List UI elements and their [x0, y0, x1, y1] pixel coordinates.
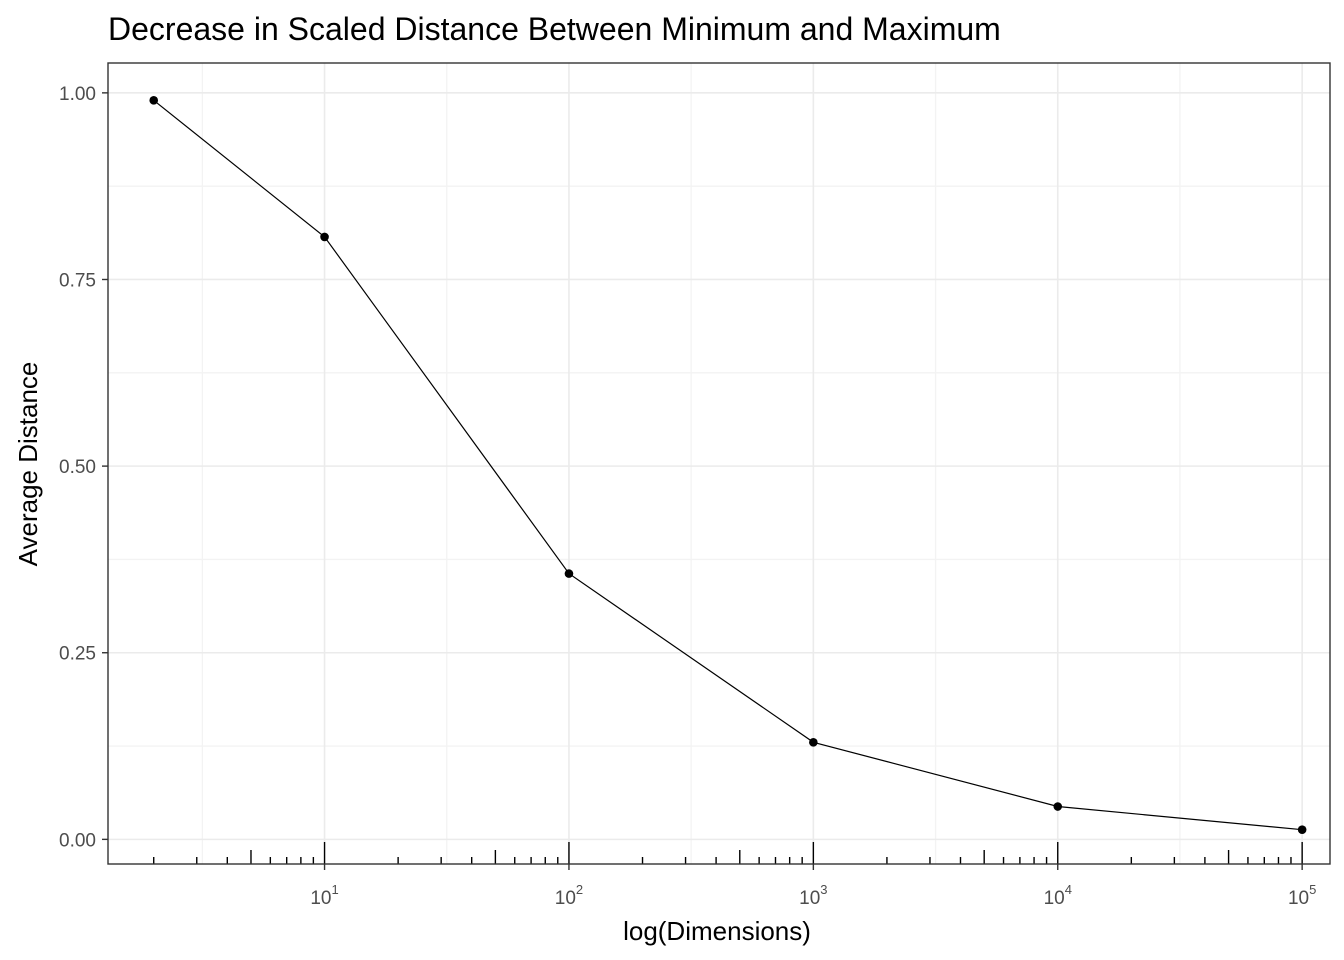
panel-border [107, 62, 1331, 865]
data-point [1297, 825, 1307, 834]
x-tick-label: 103 [799, 882, 827, 909]
data-point [564, 569, 574, 578]
x-tick-label: 105 [1288, 882, 1316, 909]
x-axis-title: log(Dimensions) [623, 916, 811, 946]
data-point [149, 96, 159, 105]
x-tick-exponent: 4 [1065, 882, 1072, 897]
x-tick-exponent: 2 [576, 882, 583, 897]
data-point [320, 232, 329, 242]
y-tick-label: 0.50 [59, 457, 96, 478]
y-tick-label: 1.00 [59, 84, 96, 105]
x-tick-label: 101 [310, 882, 338, 909]
x-tick-base: 10 [555, 888, 576, 909]
x-tick-base: 10 [310, 888, 331, 909]
y-tick-label: 0.25 [59, 644, 96, 665]
y-tick-label: 0.75 [59, 270, 96, 291]
x-tick-exponent: 1 [332, 882, 339, 897]
x-tick-label: 102 [555, 882, 583, 909]
panel-background [108, 63, 1330, 864]
series-line [153, 99, 1303, 831]
y-tick-label: 0.00 [59, 830, 96, 851]
x-tick-label: 104 [1044, 882, 1072, 909]
x-tick-base: 10 [1044, 888, 1065, 909]
x-tick-base: 10 [799, 888, 820, 909]
chart-title: Decrease in Scaled Distance Between Mini… [108, 11, 1001, 47]
data-point [809, 738, 818, 747]
x-tick-exponent: 3 [820, 882, 827, 897]
data-point [1053, 802, 1063, 811]
x-tick-base: 10 [1288, 888, 1309, 909]
y-axis-title: Average Distance [13, 362, 43, 567]
x-tick-exponent: 5 [1309, 882, 1316, 897]
